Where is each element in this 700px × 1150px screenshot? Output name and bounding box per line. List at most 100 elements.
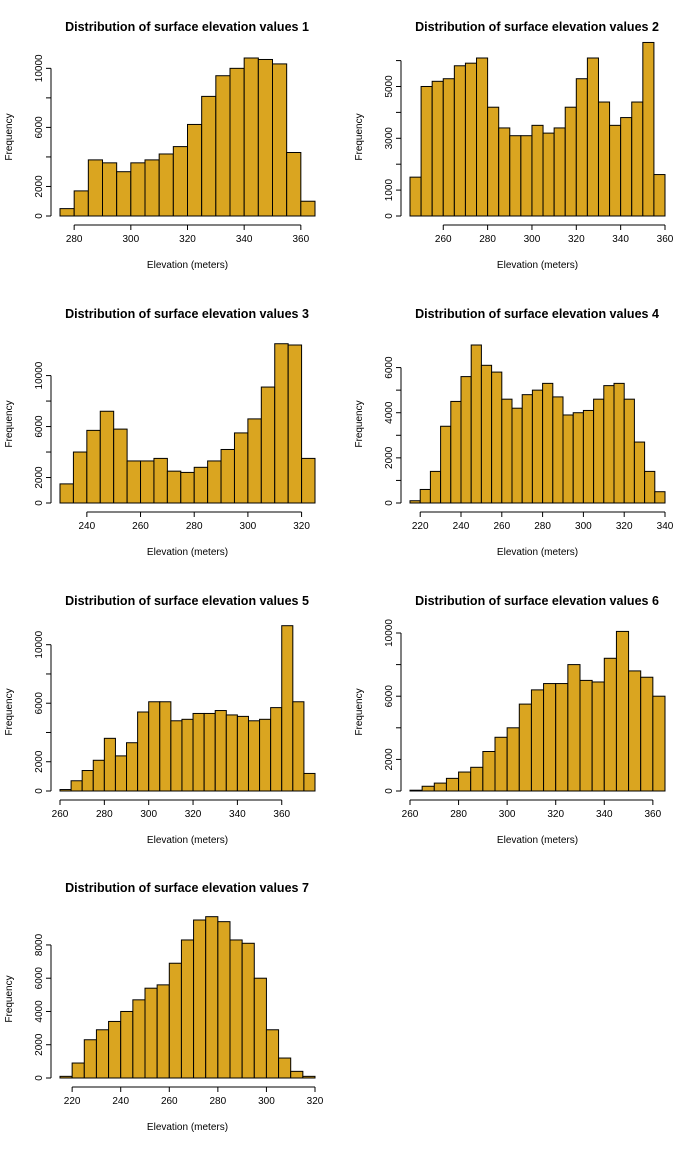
histogram-bar	[132, 999, 146, 1079]
histogram-bar	[290, 1070, 304, 1079]
x-tick-label: 260	[402, 809, 419, 820]
histogram-bar	[480, 364, 493, 504]
histogram-bar	[652, 695, 666, 792]
y-axis-label: Frequency	[4, 400, 15, 447]
histogram-bar	[144, 987, 158, 1079]
y-tick-label: 6000	[384, 356, 395, 379]
histogram-bar	[575, 78, 588, 217]
y-tick-label: 2000	[34, 750, 45, 773]
histogram-bar	[81, 770, 94, 792]
histogram-bar	[542, 132, 555, 217]
histogram-bar	[458, 771, 472, 792]
histogram-bar	[542, 382, 554, 504]
x-axis-label: Elevation (meters)	[147, 835, 228, 846]
y-tick-label: 4000	[34, 1000, 45, 1023]
x-tick-label: 260	[132, 521, 149, 532]
x-tick-label: 280	[479, 234, 496, 245]
y-tick-label: 5000	[384, 75, 395, 98]
histogram-bar	[631, 101, 644, 217]
histogram-bar	[73, 190, 89, 217]
x-tick-label: 280	[96, 809, 113, 820]
histogram-bar	[582, 409, 595, 504]
histogram-bar	[501, 398, 513, 504]
x-tick-label: 360	[657, 234, 674, 245]
histogram-bar	[442, 78, 455, 217]
x-tick-label: 220	[412, 521, 429, 532]
histogram-bar	[281, 625, 294, 792]
histogram-bar	[286, 152, 302, 217]
x-tick-label: 280	[186, 521, 203, 532]
x-tick-label: 260	[493, 521, 510, 532]
y-tick-label: 1000	[384, 179, 395, 202]
y-tick-label: 3000	[384, 127, 395, 150]
y-tick-label: 2000	[34, 175, 45, 198]
histogram-bar	[214, 710, 227, 792]
histogram-bar	[543, 683, 557, 792]
y-tick-label: 10000	[384, 619, 395, 647]
x-tick-label: 340	[657, 521, 674, 532]
histogram-bar	[272, 63, 288, 217]
y-tick-label: 2000	[384, 446, 395, 469]
histogram-bar	[521, 394, 533, 504]
histogram-bar	[220, 448, 235, 504]
histogram-bar	[470, 766, 484, 792]
histogram-bar	[274, 343, 289, 504]
x-tick-label: 340	[596, 809, 613, 820]
histogram-bar	[642, 41, 655, 217]
x-tick-label: 260	[161, 1096, 178, 1107]
y-axis-label: Frequency	[4, 975, 15, 1022]
x-tick-label: 300	[575, 521, 592, 532]
histogram-bar	[72, 451, 88, 504]
histogram-bar	[126, 460, 142, 504]
histogram-bar	[429, 470, 442, 504]
x-tick-label: 340	[612, 234, 629, 245]
y-tick-label: 2000	[34, 1033, 45, 1056]
histogram-bar	[482, 751, 496, 792]
histogram-bar	[615, 630, 630, 792]
histogram-bar	[140, 460, 155, 504]
y-tick-label: 0	[34, 788, 45, 794]
histogram-bar	[572, 412, 584, 504]
histogram-bar	[567, 664, 581, 792]
histogram-bar	[170, 720, 183, 792]
y-axis-label: Frequency	[354, 113, 365, 160]
histogram-bar	[59, 1075, 73, 1079]
histogram-bar	[87, 159, 104, 217]
x-tick-label: 220	[64, 1096, 81, 1107]
histogram-panel-7: Distribution of surface elevation values…	[4, 881, 324, 1133]
histogram-bar	[591, 681, 605, 792]
histogram-bar	[633, 441, 646, 504]
histogram-bar	[628, 670, 642, 792]
histogram-bar	[83, 1039, 97, 1079]
x-tick-label: 360	[273, 809, 290, 820]
y-tick-label: 0	[34, 213, 45, 219]
histogram-bar	[552, 396, 564, 504]
histogram-bar	[278, 1057, 292, 1079]
histogram-bar	[609, 124, 622, 217]
histogram-bar	[409, 789, 423, 792]
y-tick-label: 6000	[384, 685, 395, 708]
histogram-bar	[409, 500, 421, 504]
histogram-bar	[491, 371, 503, 504]
histogram-bar	[265, 1029, 280, 1079]
y-tick-label: 6000	[34, 116, 45, 139]
chart-title: Distribution of surface elevation values…	[65, 881, 309, 895]
histogram-bar	[120, 1010, 134, 1079]
x-tick-label: 280	[66, 234, 83, 245]
x-tick-label: 320	[293, 521, 310, 532]
histogram-bar	[270, 707, 283, 792]
y-tick-label: 0	[34, 1075, 45, 1081]
histogram-bar	[640, 676, 654, 792]
histogram-bar	[137, 711, 150, 792]
histogram-bar	[421, 785, 435, 792]
chart-title: Distribution of surface elevation values…	[65, 594, 309, 608]
histogram-bar	[654, 491, 666, 504]
histogram-bar	[236, 715, 249, 792]
histogram-bar	[108, 1020, 122, 1079]
histogram-bar	[564, 106, 577, 217]
x-axis-label: Elevation (meters)	[147, 547, 228, 558]
histogram-bar	[445, 777, 460, 792]
histogram-bar	[207, 460, 222, 504]
histogram-bar	[253, 977, 267, 1079]
histogram-bar	[476, 57, 489, 217]
